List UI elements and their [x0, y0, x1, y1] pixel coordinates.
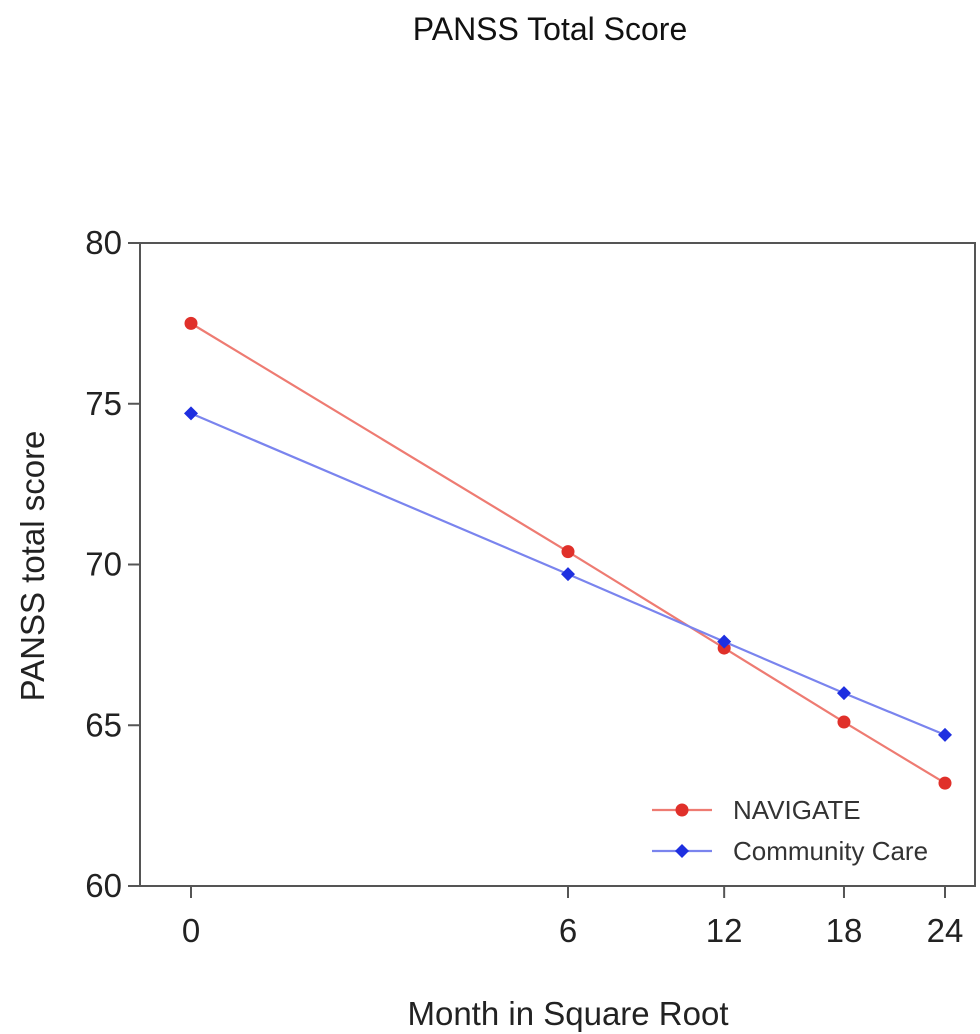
data-point-navigate [938, 776, 952, 790]
data-point-community-care [938, 727, 952, 742]
x-tick-label: 0 [182, 912, 200, 949]
x-tick-label: 18 [826, 912, 863, 949]
y-tick-label: 60 [85, 867, 122, 904]
x-tick-label: 12 [706, 912, 743, 949]
x-axis-label: Month in Square Root [407, 995, 728, 1032]
series-community-care [184, 406, 952, 742]
legend-label-navigate: NAVIGATE [733, 795, 861, 825]
x-tick-label: 6 [559, 912, 577, 949]
legend-label-community-care: Community Care [733, 836, 928, 866]
chart-title: PANSS Total Score [413, 11, 688, 47]
y-tick-label: 65 [85, 706, 122, 743]
series-navigate [184, 316, 952, 790]
data-point-community-care [717, 634, 732, 649]
y-tick-label: 70 [85, 546, 122, 583]
data-point-community-care [836, 686, 851, 701]
legend-marker-community-care [675, 844, 689, 858]
x-tick-label: 24 [927, 912, 964, 949]
data-point-navigate [561, 545, 575, 559]
y-axis-label: PANSS total score [14, 431, 51, 702]
y-tick-label: 80 [85, 224, 122, 261]
legend: NAVIGATE Community Care [652, 795, 928, 866]
data-point-navigate [837, 715, 851, 729]
data-point-community-care [184, 406, 198, 421]
data-point-community-care [561, 567, 575, 582]
data-point-navigate [184, 316, 198, 330]
y-tick-label: 75 [85, 385, 122, 422]
legend-marker-navigate [675, 803, 689, 817]
plot-frame [139, 242, 976, 887]
